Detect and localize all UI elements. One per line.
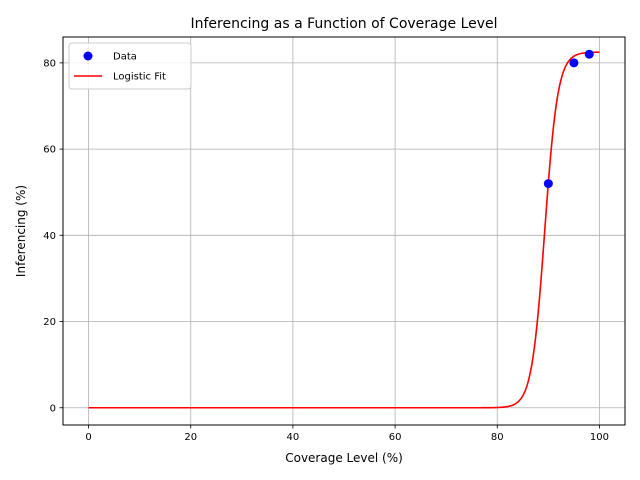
plot-area: [88, 49, 600, 409]
legend: Data Logistic Fit: [68, 42, 192, 90]
legend-box: [68, 42, 192, 90]
logistic-fit-line: [88, 51, 600, 409]
y-tick-label: 60: [43, 145, 56, 156]
x-tick-label: 20: [184, 432, 197, 443]
axes-frame: [62, 36, 626, 426]
y-tick-label: 80: [43, 58, 56, 69]
y-tick-label: 40: [43, 231, 56, 242]
data-point: [543, 179, 553, 189]
legend-label: Data: [113, 52, 137, 63]
x-axis-label: Coverage Level (%): [285, 451, 403, 465]
y-tick-label: 20: [43, 317, 56, 328]
y-axis-label: Inferencing (%): [14, 185, 28, 277]
x-tick-label: 0: [85, 432, 91, 443]
axis-ticks: 0 20 40 60 80 100 0 20 40 60 80: [43, 58, 609, 443]
y-tick-label: 0: [50, 403, 56, 414]
legend-label: Logistic Fit: [113, 72, 166, 83]
data-point: [569, 58, 579, 68]
x-tick-label: 60: [389, 432, 402, 443]
grid: [63, 37, 625, 425]
x-tick-label: 80: [491, 432, 504, 443]
chart-title: Inferencing as a Function of Coverage Le…: [190, 16, 497, 32]
legend-marker-data: [83, 51, 93, 61]
data-point: [584, 49, 594, 59]
x-tick-label: 100: [590, 432, 609, 443]
x-tick-label: 40: [287, 432, 300, 443]
